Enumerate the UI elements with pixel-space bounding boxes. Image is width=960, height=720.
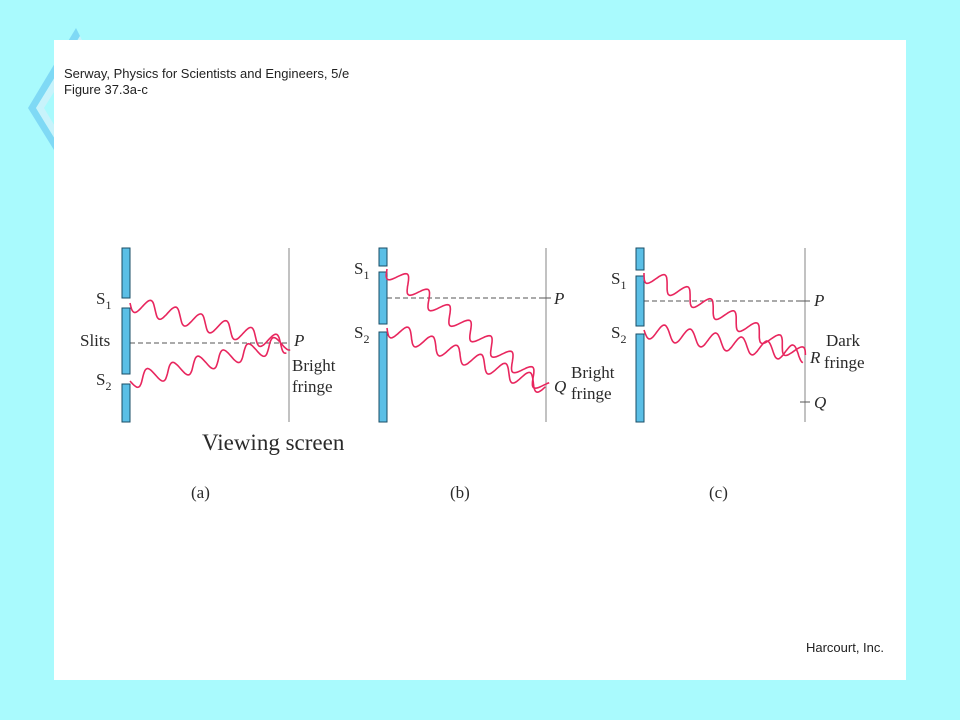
label-s1-a: S1 [96, 289, 111, 312]
label-s2-c: S2 [611, 323, 626, 346]
label-fringe-b-line1: Bright [571, 363, 615, 382]
label-point-p-c: P [813, 291, 824, 310]
label-fringe-c-line2: fringe [824, 353, 865, 372]
panel-c: S1 S2 P R Q Dark fringe (c) [611, 247, 865, 502]
slit-barrier-mid-c [635, 275, 645, 327]
slit-barrier-bottom-a [121, 383, 131, 423]
slit-barrier-bottom-b [378, 331, 388, 423]
source-citation: Serway, Physics for Scientists and Engin… [64, 66, 350, 81]
wave-s1-to-q-b [385, 268, 550, 390]
label-point-r-c: R [809, 348, 821, 367]
figure-panel: Serway, Physics for Scientists and Engin… [54, 40, 906, 680]
label-slits-a: Slits [80, 331, 110, 350]
panel-b: S1 S2 P Q Bright fringe (b) [354, 247, 615, 502]
wave-s1-to-r-c [643, 273, 807, 357]
wave-s2-to-q-b [386, 326, 546, 394]
publisher-credit: Harcourt, Inc. [805, 640, 884, 655]
wave-s2-to-r-c [643, 324, 804, 364]
label-point-q-c: Q [814, 393, 826, 412]
figure-number: Figure 37.3a-c [64, 82, 148, 97]
label-point-q-b: Q [554, 377, 566, 396]
double-slit-diagram: S1 Slits S2 P Bright fringe Viewing scre… [80, 247, 865, 502]
slit-barrier-top-c [635, 247, 645, 271]
caption-b: (b) [450, 483, 470, 502]
caption-c: (c) [709, 483, 728, 502]
label-fringe-a-line1: Bright [292, 356, 336, 375]
label-s2-b: S2 [354, 323, 369, 346]
label-point-p-a: P [293, 331, 304, 350]
figure-header: Serway, Physics for Scientists and Engin… [64, 66, 349, 98]
slit-barrier-mid-b [378, 271, 388, 325]
caption-a: (a) [191, 483, 210, 502]
panel-a: S1 Slits S2 P Bright fringe Viewing scre… [80, 247, 345, 502]
wave-s1-to-p-a [129, 299, 287, 355]
wave-s2-to-p-a [129, 336, 291, 389]
slit-barrier-mid-a [121, 307, 131, 375]
slit-barrier-top-b [378, 247, 388, 267]
label-point-p-b: P [553, 289, 564, 308]
slit-barrier-bottom-c [635, 333, 645, 423]
slit-barrier-top-a [121, 247, 131, 299]
label-fringe-a-line2: fringe [292, 377, 333, 396]
label-s2-a: S2 [96, 370, 111, 393]
label-fringe-b-line2: fringe [571, 384, 612, 403]
label-viewing-screen: Viewing screen [202, 430, 345, 455]
label-s1-b: S1 [354, 259, 369, 282]
label-s1-c: S1 [611, 269, 626, 292]
label-fringe-c-line1: Dark [826, 331, 860, 350]
